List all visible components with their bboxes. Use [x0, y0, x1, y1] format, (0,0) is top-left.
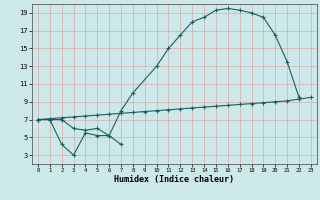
X-axis label: Humidex (Indice chaleur): Humidex (Indice chaleur) — [115, 175, 234, 184]
